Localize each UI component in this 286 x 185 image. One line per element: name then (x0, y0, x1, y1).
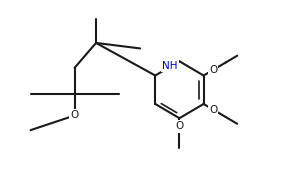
Text: O: O (71, 110, 79, 120)
Text: NH: NH (162, 61, 178, 71)
Text: O: O (175, 122, 184, 132)
Text: O: O (209, 105, 217, 115)
Text: O: O (209, 65, 217, 75)
